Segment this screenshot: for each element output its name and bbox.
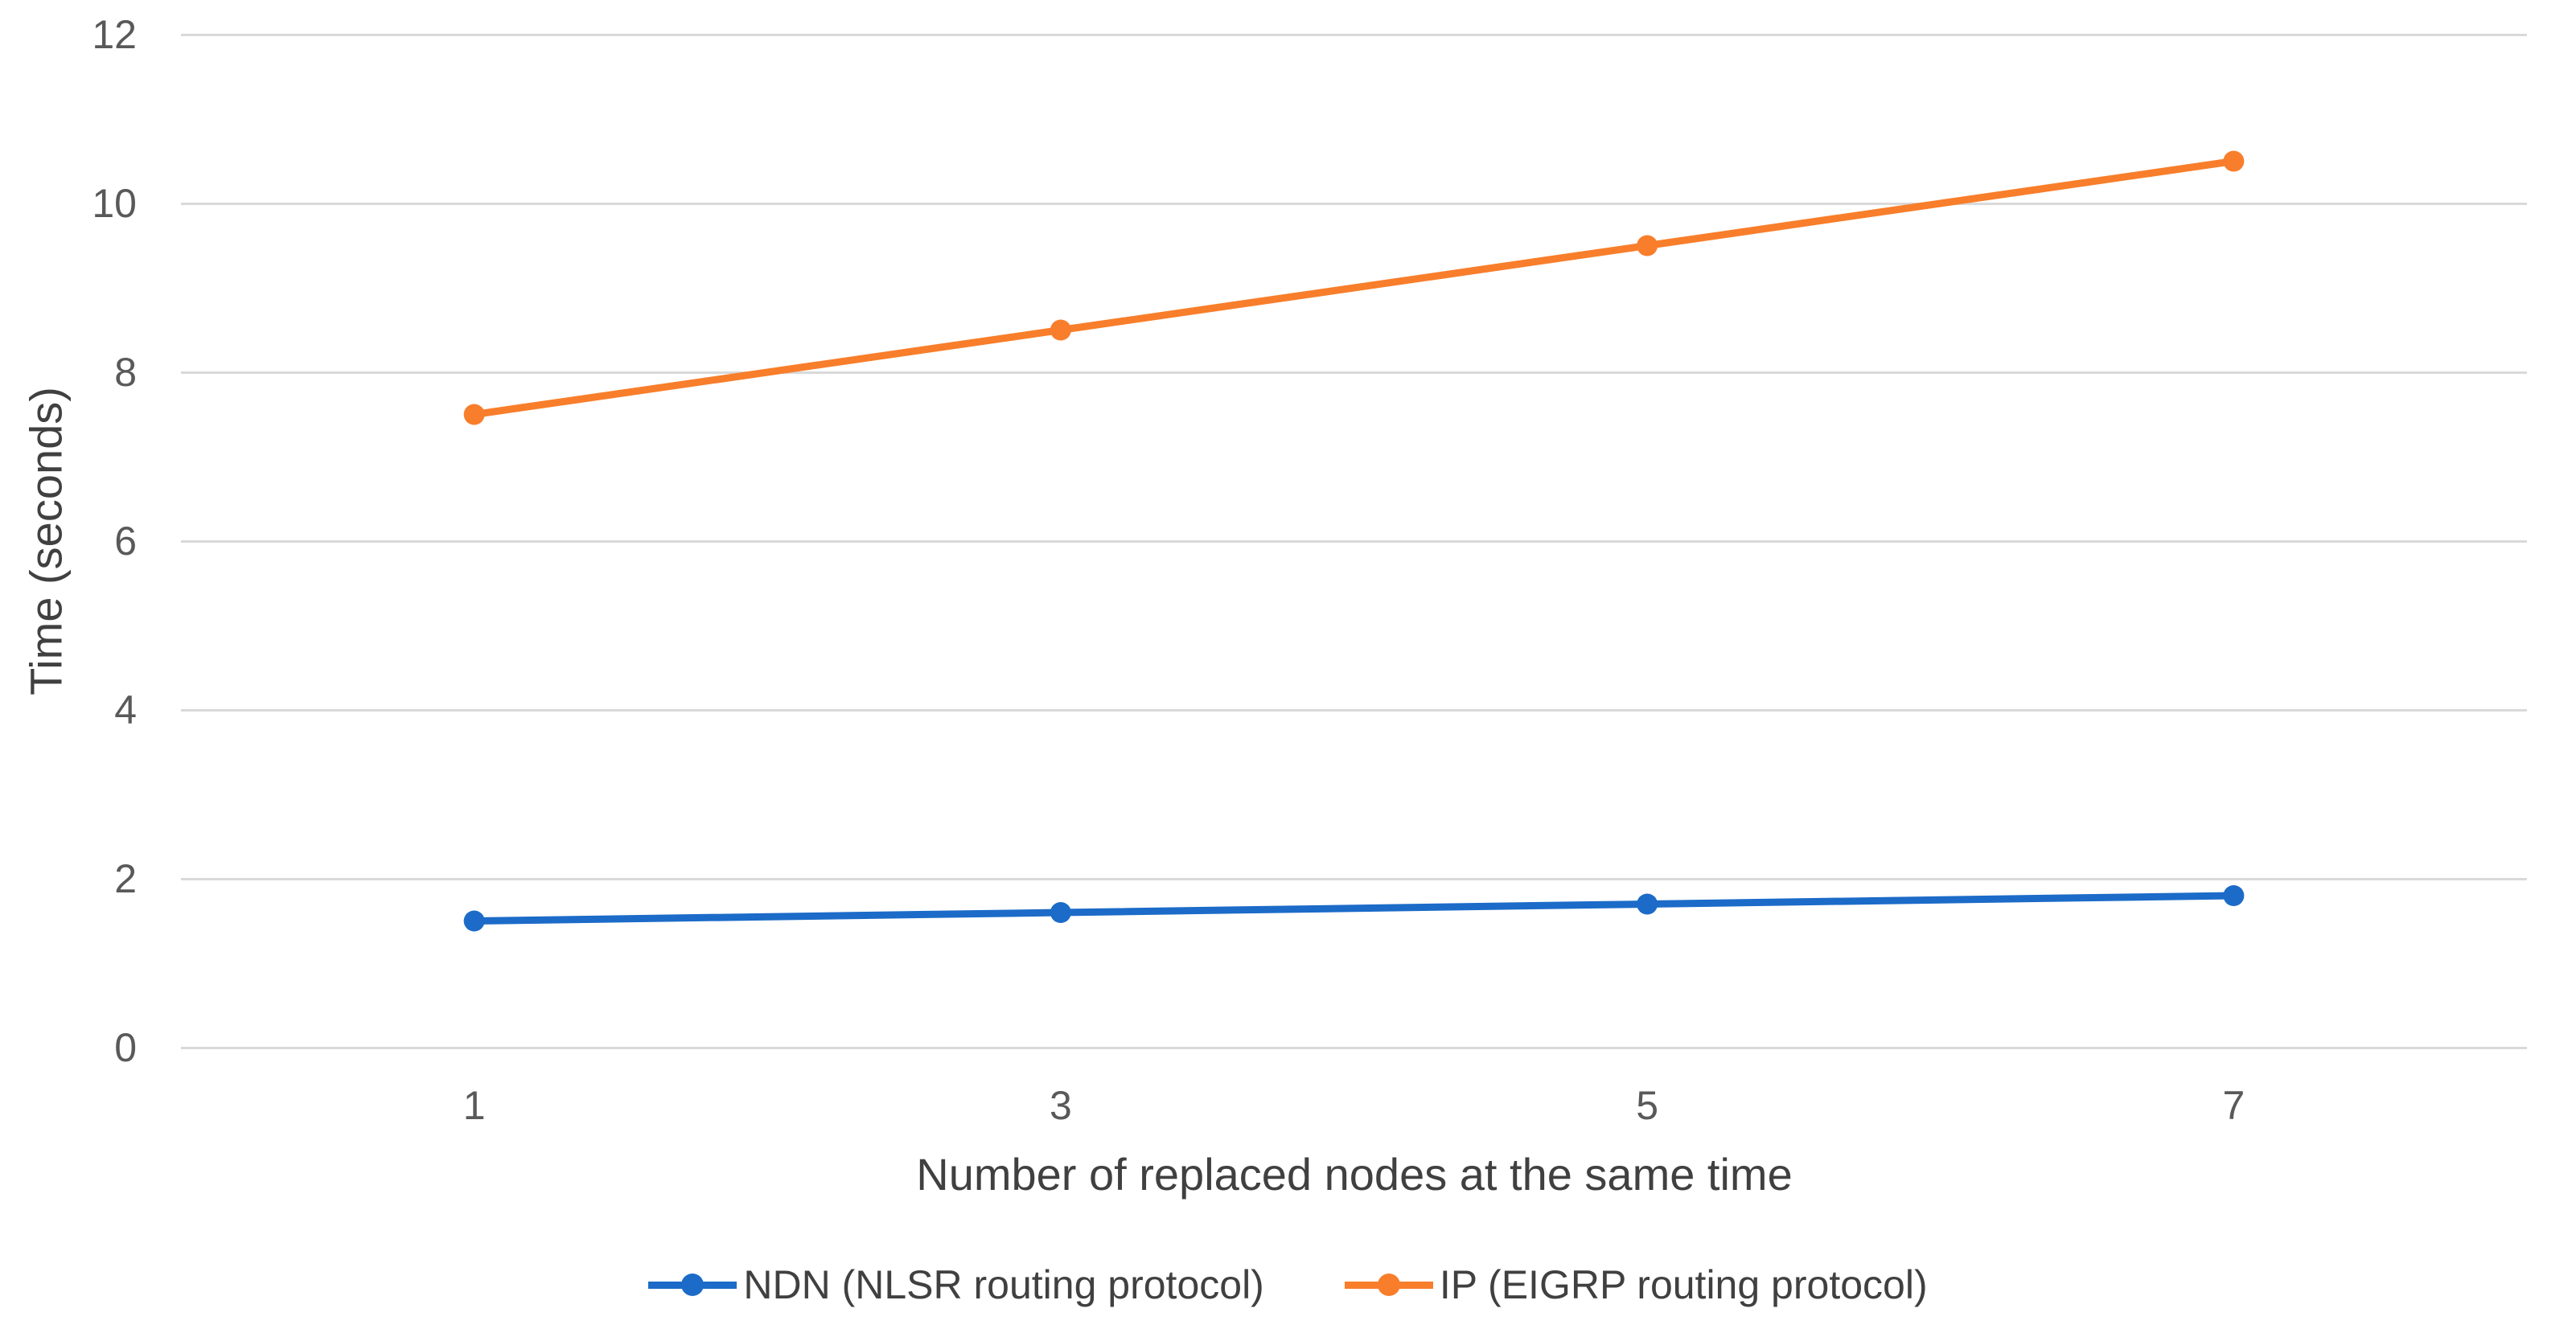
legend-item-ip: IP (EIGRP routing protocol)	[1344, 1261, 1928, 1309]
gridline-y-2	[181, 877, 2527, 880]
gridline-y-0	[181, 1046, 2527, 1049]
legend-label-ndn: NDN (NLSR routing protocol)	[743, 1262, 1264, 1307]
data-point-ndn-x7	[2223, 885, 2245, 906]
x-tick-label-7: 7	[2222, 1083, 2245, 1128]
series-line-ndn	[470, 892, 2237, 925]
y-tick-label-12: 12	[92, 12, 137, 57]
data-point-ip-x5	[1637, 235, 1658, 256]
x-tick-label-1: 1	[462, 1083, 486, 1128]
x-axis-title: Number of replaced nodes at the same tim…	[916, 1149, 1793, 1200]
y-tick-label-4: 4	[114, 687, 137, 732]
data-point-ip-x1	[463, 404, 485, 425]
series-line-ip	[470, 158, 2237, 418]
gridline-y-8	[181, 371, 2527, 374]
x-tick-label-3: 3	[1049, 1083, 1072, 1128]
data-point-ndn-x5	[1637, 893, 1658, 915]
data-point-ndn-x3	[1050, 902, 1071, 923]
data-point-ndn-x1	[463, 910, 485, 932]
legend-marker-ndn-icon	[648, 1274, 737, 1296]
x-tick-label-5: 5	[1636, 1083, 1659, 1128]
y-tick-label-8: 8	[114, 350, 137, 395]
legend-label-ip: IP (EIGRP routing protocol)	[1439, 1262, 1928, 1307]
y-tick-label-0: 0	[114, 1025, 137, 1070]
legend-item-ndn: NDN (NLSR routing protocol)	[648, 1261, 1264, 1309]
gridline-y-4	[181, 708, 2527, 712]
gridline-y-10	[181, 202, 2527, 205]
data-point-ip-x3	[1050, 319, 1071, 341]
y-tick-label-6: 6	[114, 519, 137, 564]
chart-legend: NDN (NLSR routing protocol) IP (EIGRP ro…	[0, 1261, 2576, 1309]
gridline-y-6	[181, 539, 2527, 543]
data-point-ip-x7	[2223, 150, 2245, 172]
y-tick-label-2: 2	[114, 856, 137, 901]
legend-marker-ip-icon	[1344, 1274, 1433, 1296]
gridline-y-12	[181, 33, 2527, 36]
y-tick-label-10: 10	[92, 181, 137, 226]
